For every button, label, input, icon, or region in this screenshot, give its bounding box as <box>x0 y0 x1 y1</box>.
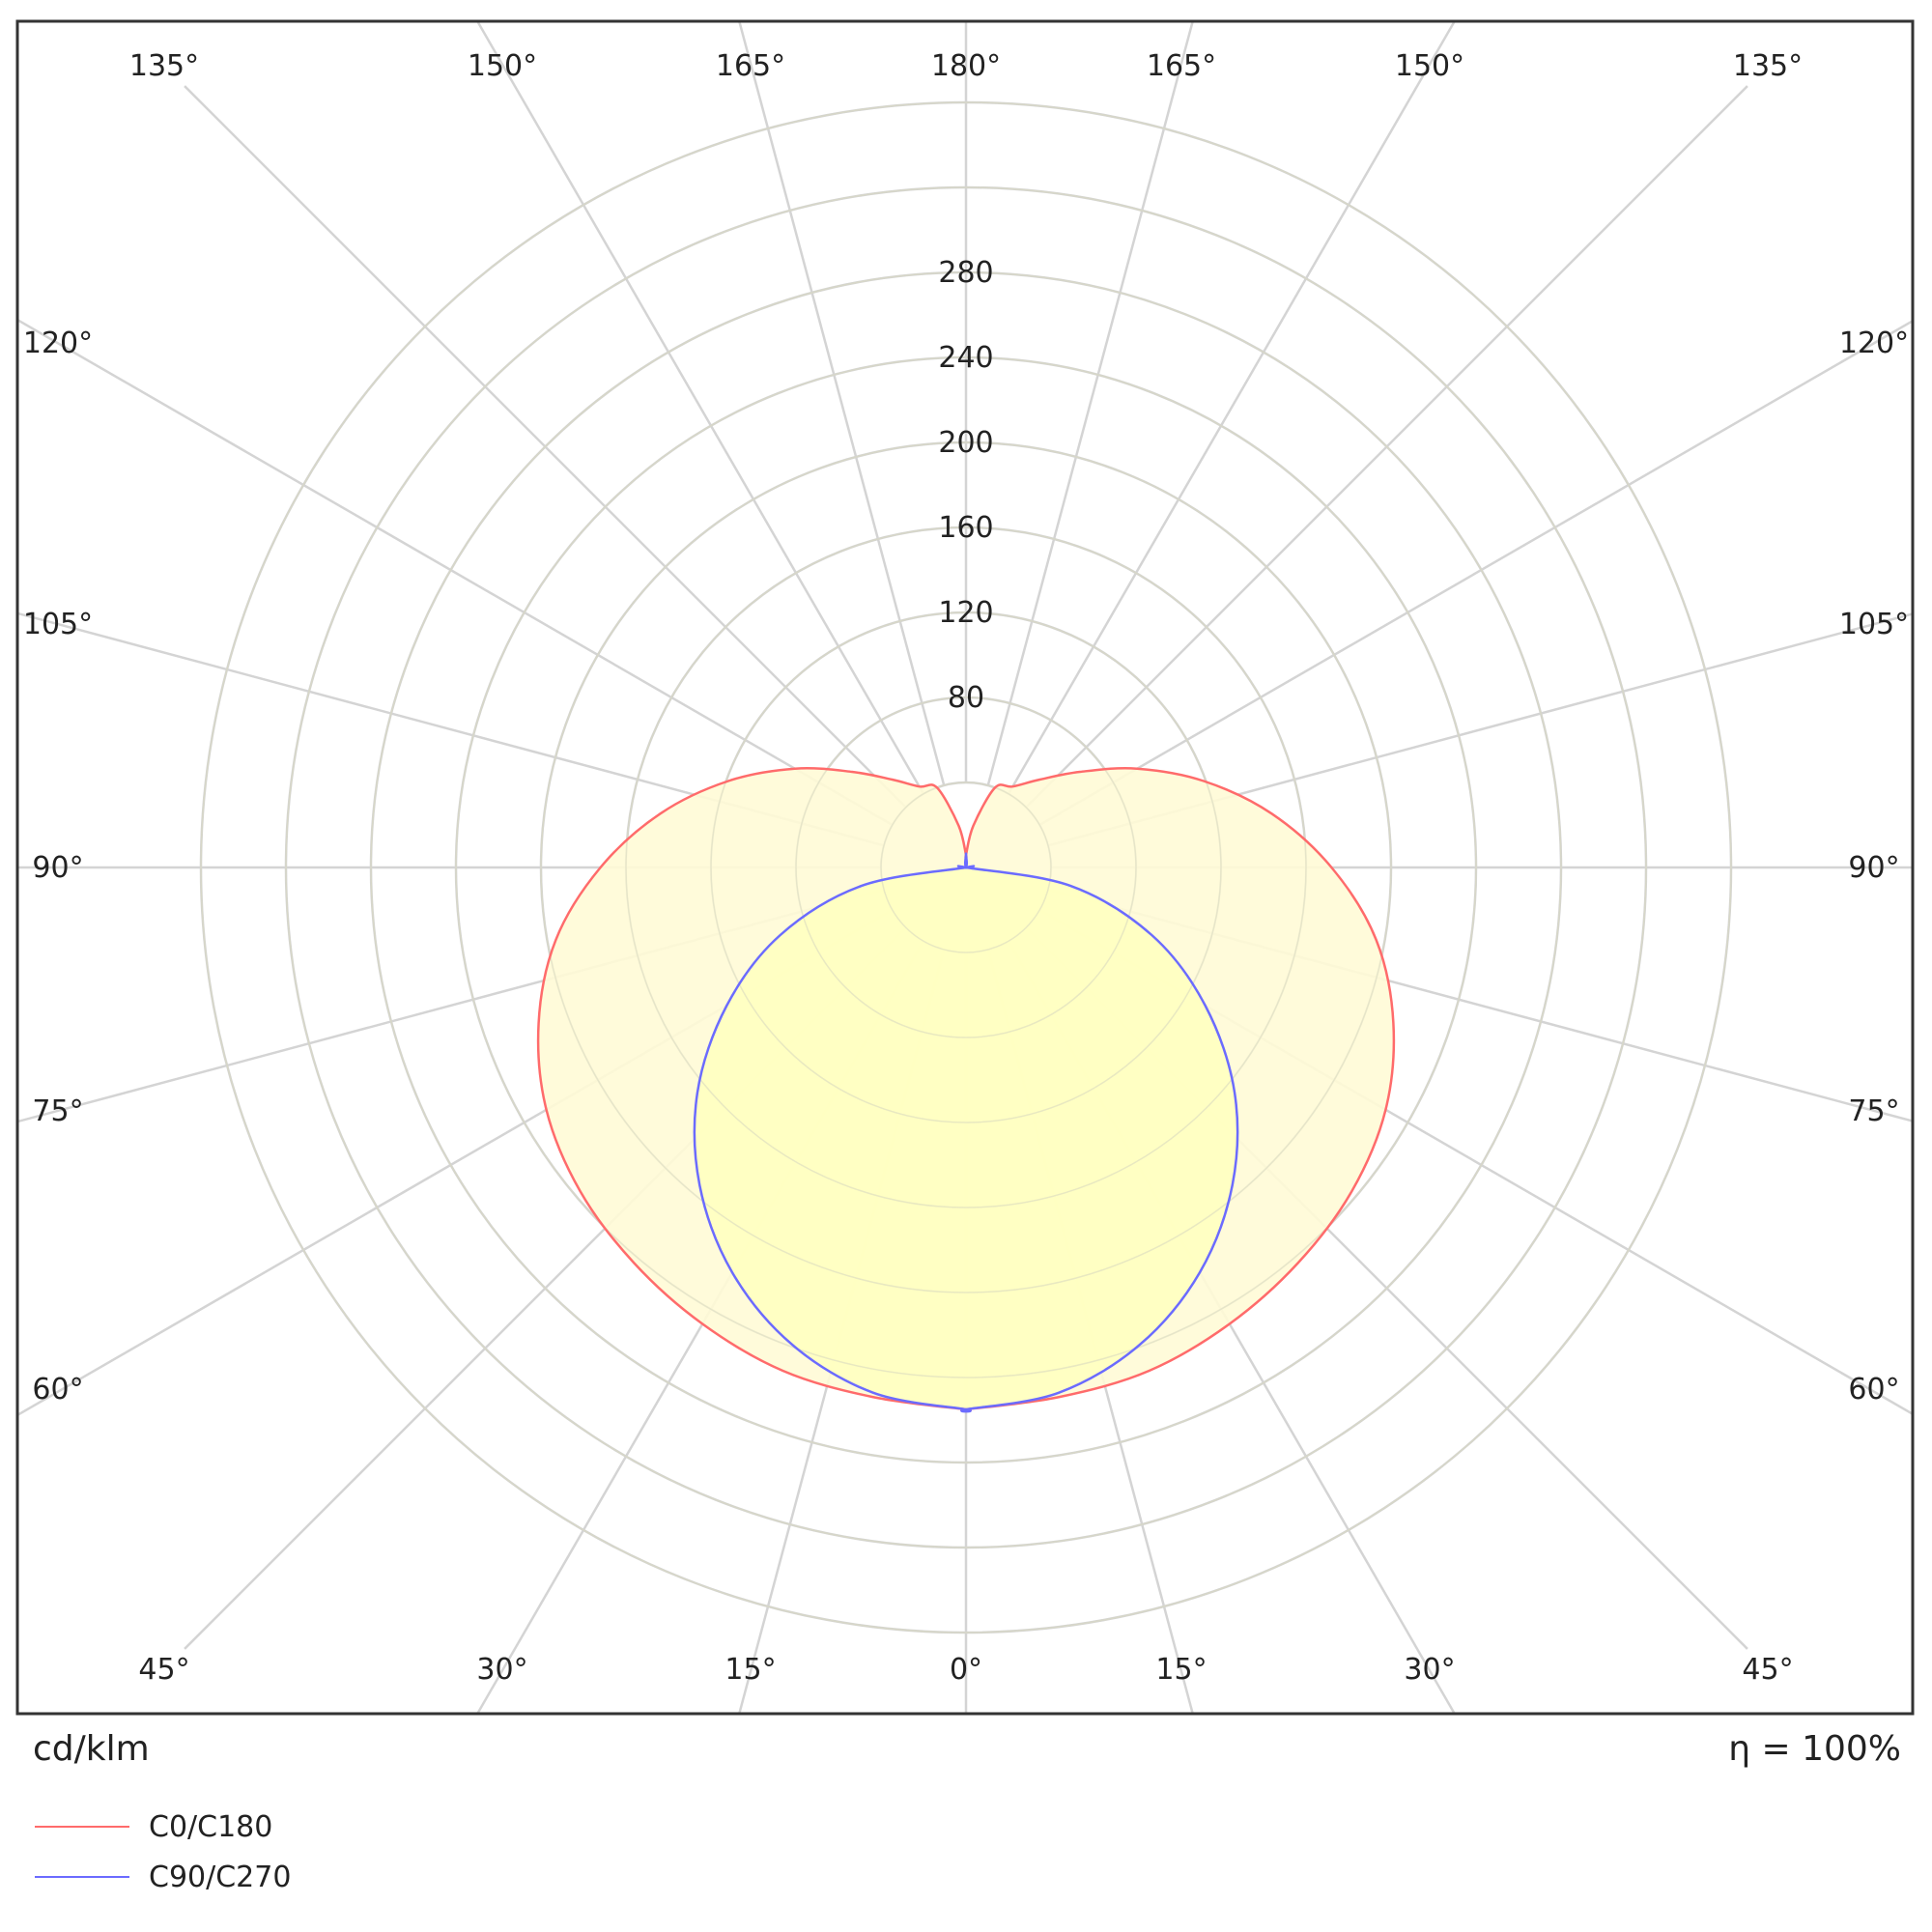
angle-tick-label: 75° <box>32 1094 83 1128</box>
angle-tick-label: 60° <box>1848 1373 1899 1406</box>
angle-tick-label: 105° <box>23 608 93 641</box>
angle-tick-label: 0° <box>950 1653 982 1687</box>
angle-tick-label: 165° <box>1147 49 1216 83</box>
grid-circle-overlay <box>200 101 1732 1634</box>
legend-item-c0-c180: C0/C180 <box>35 1802 291 1852</box>
grid-circle-overlay <box>710 611 1222 1123</box>
angle-tick-label: 60° <box>32 1373 83 1406</box>
angle-tick-label: 150° <box>1395 49 1464 83</box>
angle-tick-label: 135° <box>1733 49 1803 83</box>
series-line-c90-c270 <box>693 852 1239 1413</box>
angle-tick-label: 90° <box>1848 851 1899 885</box>
grid-circle-overlay <box>455 356 1477 1378</box>
series-fill-c90-c270 <box>694 853 1238 1412</box>
angle-tick-label: 90° <box>32 851 83 885</box>
radial-tick-label: 280 <box>938 256 993 290</box>
grid-circle-overlay <box>285 186 1647 1548</box>
grid-circle-overlay <box>625 526 1307 1208</box>
angle-tick-label: 30° <box>1404 1653 1455 1687</box>
grid-circle-overlay <box>880 781 1052 953</box>
radial-tick-label: 80 <box>948 681 984 715</box>
efficiency-label: η = 100% <box>1728 1729 1901 1769</box>
grid-circle-overlay <box>540 441 1392 1293</box>
grid-circle-overlay <box>370 271 1562 1463</box>
angle-tick-label: 45° <box>138 1653 189 1687</box>
angle-tick-label: 45° <box>1742 1653 1793 1687</box>
angle-tick-label: 150° <box>468 49 537 83</box>
radial-tick-label: 160 <box>938 511 993 545</box>
angle-tick-label: 105° <box>1839 608 1909 641</box>
angle-tick-label: 165° <box>716 49 785 83</box>
radial-tick-label: 240 <box>938 341 993 375</box>
angle-tick-label: 75° <box>1848 1094 1899 1128</box>
angle-tick-label: 15° <box>724 1653 776 1687</box>
legend-swatch-c90-c270 <box>35 1876 129 1878</box>
angle-tick-label: 30° <box>476 1653 527 1687</box>
grid-circle-overlay <box>795 696 1137 1038</box>
angle-tick-label: 15° <box>1155 1653 1207 1687</box>
legend: C0/C180 C90/C270 <box>35 1802 291 1902</box>
unit-label: cd/klm <box>33 1729 150 1769</box>
plot-frame <box>15 19 1915 1716</box>
legend-label: C90/C270 <box>149 1860 292 1894</box>
angle-tick-label: 120° <box>23 327 93 360</box>
angle-tick-label: 120° <box>1839 327 1909 360</box>
angle-tick-label: 180° <box>931 49 1001 83</box>
radial-tick-label: 200 <box>938 426 993 460</box>
radial-tick-label: 120 <box>938 596 993 630</box>
legend-item-c90-c270: C90/C270 <box>35 1852 291 1902</box>
legend-swatch-c0-c180 <box>35 1826 129 1828</box>
legend-label: C0/C180 <box>149 1809 273 1844</box>
angle-tick-label: 135° <box>129 49 199 83</box>
